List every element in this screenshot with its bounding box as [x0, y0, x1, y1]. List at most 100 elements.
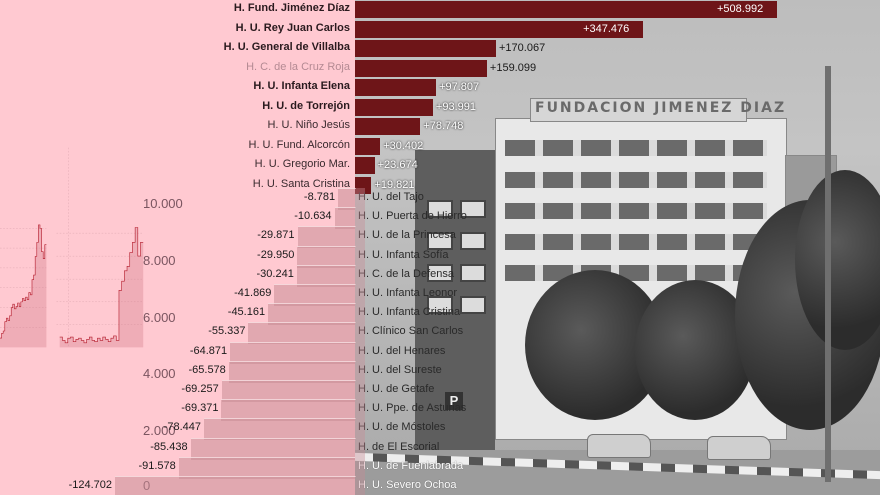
negative-bar-category: H. Clínico San Carlos — [358, 325, 464, 338]
hospital-photo: FUNDACION JIMENEZ DIAZ P — [355, 0, 880, 495]
positive-bar — [355, 98, 433, 116]
negative-bar — [297, 245, 355, 268]
negative-bar — [297, 226, 355, 249]
positive-bar-category: H. U. Gregorio Mar. — [254, 158, 350, 170]
window — [460, 296, 486, 314]
negative-bar-category: H. U. del Sureste — [358, 363, 442, 376]
axis-divider — [355, 188, 365, 495]
window — [460, 264, 486, 282]
window-row — [505, 265, 767, 281]
positive-bar — [355, 20, 644, 38]
positive-bar-value: +93.991 — [435, 100, 476, 113]
window — [460, 200, 486, 218]
area-fill — [0, 224, 47, 348]
negative-bar-category: H. U. del Henares — [358, 344, 446, 357]
negative-bar — [221, 399, 355, 422]
positive-bar-value: +347.476 — [583, 22, 630, 35]
negative-bar-category: H. U. Ppe. de Asturias — [358, 402, 467, 415]
car — [707, 436, 771, 460]
window — [460, 232, 486, 250]
y-tick-4000: 4.000 — [143, 366, 176, 381]
area-fill — [59, 227, 144, 348]
car — [587, 434, 651, 458]
negative-bar — [178, 456, 355, 479]
negative-bar-value: -124.702 — [68, 479, 112, 491]
negative-bar-value: -78.447 — [163, 421, 202, 434]
y-tick-2000: 2.000 — [143, 423, 176, 438]
positive-bar-value: +19.821 — [374, 178, 415, 191]
series-line — [59, 227, 144, 344]
positive-bar-value: +30.402 — [383, 139, 424, 152]
positive-bar — [355, 79, 437, 96]
negative-bar — [228, 360, 355, 383]
rooftop-sign — [530, 98, 747, 122]
window-row — [505, 140, 767, 156]
negative-bar-category: H. U. de la Princesa — [358, 229, 456, 242]
window-row — [505, 172, 767, 188]
negative-bar — [248, 322, 355, 345]
negative-bar-value: -69.257 — [181, 383, 219, 395]
negative-bar — [204, 418, 355, 441]
right-series — [59, 227, 144, 348]
window-row — [505, 234, 767, 250]
negative-bar-category: H. U. Infanta Sofía — [358, 248, 449, 261]
positive-bar-category: H. U. General de Villalba — [223, 41, 350, 53]
positive-bar-value: +508.992 — [717, 3, 764, 15]
positive-bar — [355, 176, 372, 194]
negative-bar-value: -85.438 — [150, 440, 188, 453]
negative-bar-category: H. de El Escorial — [358, 440, 440, 453]
series-line — [0, 224, 47, 339]
positive-bar-value: +78.748 — [423, 120, 464, 132]
negative-bar — [338, 188, 355, 210]
negative-bar-value: -69.371 — [181, 402, 219, 415]
negative-bar — [190, 437, 355, 460]
negative-bar-category: H. U. Puerta de Hierro — [358, 210, 467, 223]
negative-bar-category: H. C. de la Defensa — [358, 267, 454, 280]
negative-bar — [274, 284, 355, 306]
negative-bar-category: H. U. de Móstoles — [358, 421, 446, 434]
positive-bar-category: H. U. Rey Juan Carlos — [235, 21, 350, 34]
negative-bar-value: -55.337 — [208, 325, 246, 338]
negative-bar-value: -65.578 — [188, 363, 226, 376]
negative-bar-value: -30.241 — [256, 267, 294, 280]
window — [427, 264, 453, 282]
gridlines — [0, 147, 144, 348]
positive-bar-category: H. U. Infanta Elena — [253, 80, 350, 92]
y-tick-6000: 6.000 — [143, 310, 176, 325]
negative-bar — [221, 380, 355, 402]
positive-bar-category: H. Fund. Jiménez Díaz — [233, 2, 350, 14]
positive-bar — [355, 157, 375, 174]
positive-bar — [355, 1, 777, 18]
negative-bar-value: -10.634 — [294, 210, 332, 223]
positive-bar — [355, 59, 487, 77]
negative-bar-value: -8.781 — [303, 191, 336, 203]
negative-bar-category: H. U. de Getafe — [358, 383, 435, 395]
negative-bar — [334, 207, 355, 230]
negative-bar — [296, 264, 355, 287]
negative-bar-value: -29.950 — [257, 248, 295, 261]
positive-bar-value: +170.067 — [499, 42, 546, 54]
positive-bar-category: H. C. de la Cruz Roja — [246, 60, 350, 73]
positive-bar — [355, 118, 421, 135]
y-tick-8000: 8.000 — [143, 253, 176, 268]
negative-bar — [268, 303, 355, 326]
line-chart — [0, 147, 144, 348]
tree — [795, 170, 880, 350]
left-series — [0, 224, 47, 348]
positive-bar — [355, 137, 381, 155]
positive-bar-category: H. U. Niño Jesús — [267, 119, 350, 131]
negative-bar-category: H. U. Severo Ochoa — [358, 479, 457, 491]
y-tick-10000: 10.000 — [143, 196, 183, 211]
negative-bar-value: -64.871 — [189, 344, 228, 357]
positive-bar-value: +159.099 — [489, 61, 537, 74]
negative-bar-value: -91.578 — [138, 459, 176, 472]
window — [427, 232, 453, 250]
window — [427, 296, 453, 314]
negative-bar-category: H. U. de Fuenlabrada — [358, 459, 464, 472]
lamp-post — [825, 66, 831, 482]
positive-bar-value: +23.674 — [377, 159, 418, 171]
window — [427, 200, 453, 218]
positive-bar-category: H. U. Santa Cristina — [252, 177, 350, 190]
negative-bar — [115, 476, 355, 495]
